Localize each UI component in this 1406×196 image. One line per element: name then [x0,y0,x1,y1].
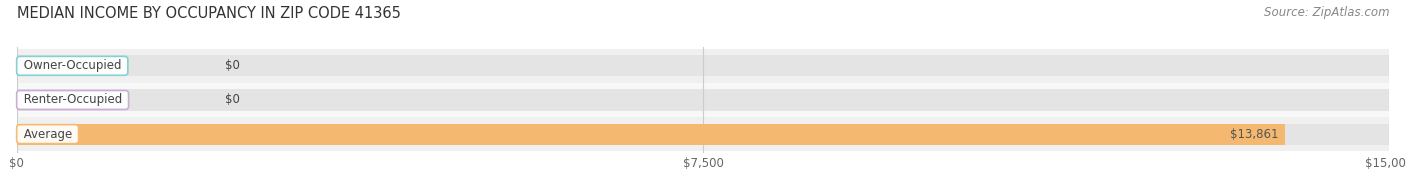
Text: Renter-Occupied: Renter-Occupied [20,93,125,106]
Bar [17,55,1389,76]
Bar [17,49,1389,83]
Text: Average: Average [20,128,76,141]
Text: $0: $0 [225,93,240,106]
Text: Owner-Occupied: Owner-Occupied [20,59,125,72]
Bar [17,89,1389,111]
Text: $13,861: $13,861 [1230,128,1278,141]
Bar [17,83,1389,117]
Text: Source: ZipAtlas.com: Source: ZipAtlas.com [1264,6,1389,19]
Text: $0: $0 [225,59,240,72]
Bar [17,123,1389,145]
Text: MEDIAN INCOME BY OCCUPANCY IN ZIP CODE 41365: MEDIAN INCOME BY OCCUPANCY IN ZIP CODE 4… [17,6,401,21]
Bar [17,123,1285,145]
Bar [17,117,1389,151]
